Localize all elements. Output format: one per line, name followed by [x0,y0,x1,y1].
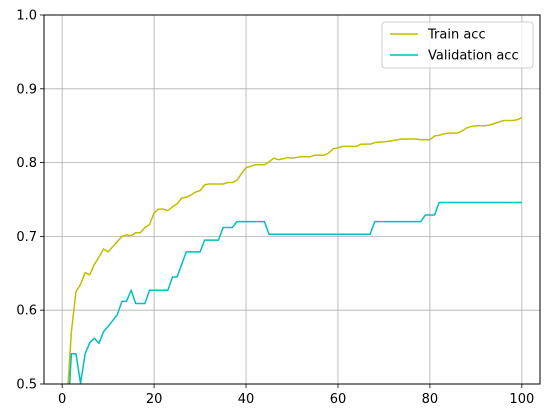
series-line-train-acc [67,116,523,384]
plot-frame [43,14,541,385]
y-tick-label: 0.6 [16,304,37,319]
legend: Train acc Validation acc [381,21,534,69]
x-tick-label: 60 [330,392,347,407]
y-tick-label: 0.8 [16,156,37,171]
x-tick-label: 20 [146,392,163,407]
y-tick-label: 1.0 [16,9,37,24]
plot-area [44,15,540,384]
series-layer [67,116,523,384]
x-tick-label: 0 [58,392,66,407]
x-tick-label: 100 [509,392,534,407]
legend-label: Train acc [427,28,486,43]
x-tick-label: 80 [422,392,439,407]
legend-label: Validation acc [428,49,519,64]
x-tick-label: 40 [238,392,255,407]
grid-lines [44,14,540,385]
y-tick-label: 0.9 [16,82,37,97]
y-tick-label: 0.7 [16,230,37,245]
y-tick-label: 0.5 [16,378,37,393]
series-line-validation-acc [68,201,522,384]
axis-ticks: 0 20 40 60 80 100 0.5 0.6 0.7 0.8 0.9 1.0 [16,9,534,408]
legend-box [381,21,534,69]
